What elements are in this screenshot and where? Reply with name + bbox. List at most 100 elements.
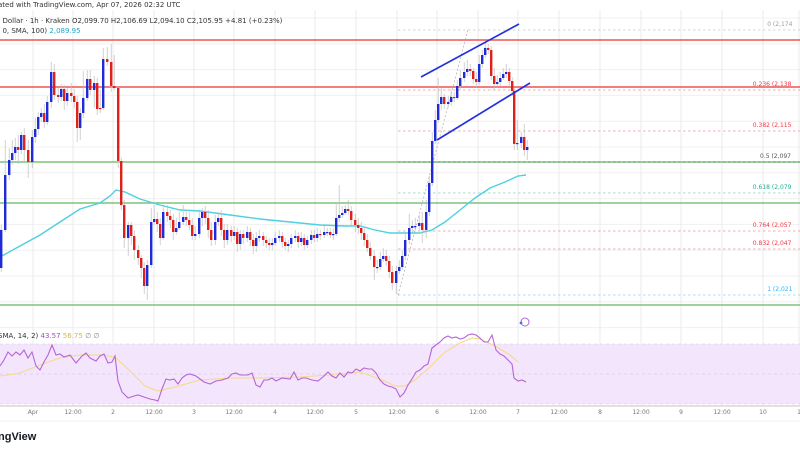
symbol-info: , Dollar · 1h · Kraken: [0, 17, 70, 25]
candle-body: [385, 256, 388, 261]
candle-body: [11, 153, 14, 160]
candle-body: [255, 238, 258, 246]
channel-trendlines[interactable]: [420, 23, 531, 141]
candle-body: [520, 137, 523, 143]
candle-body: [453, 97, 456, 99]
candle-body: [153, 219, 156, 222]
rsi-value: 43.57: [40, 332, 61, 340]
candle-body: [31, 137, 34, 162]
rsi-line: [0, 333, 527, 402]
candle-body: [502, 74, 505, 78]
ma-label: , 0, SMA, 100): [0, 27, 48, 35]
fib-retracement-levels: [397, 29, 800, 296]
x-tick-label: 1: [797, 409, 800, 416]
candle-body: [34, 129, 37, 137]
x-tick-label: 12:00: [388, 409, 406, 416]
candle-body: [50, 72, 53, 102]
event-marker-icon: [520, 317, 530, 327]
candle-body: [425, 212, 428, 230]
ohlc-change: +4.81 (+0.23%): [225, 17, 283, 25]
x-tick-label: 4: [273, 409, 277, 416]
candle-body: [79, 113, 82, 128]
candle-body: [268, 243, 271, 245]
candle-body: [414, 226, 417, 228]
candle-body: [120, 161, 123, 205]
candle-body: [198, 218, 201, 234]
candle-body: [459, 78, 462, 86]
tradingview-logo[interactable]: ngView: [0, 431, 37, 443]
candle-body: [43, 113, 46, 122]
fib-label: 0.236 (2,138: [752, 81, 792, 88]
candle-body: [93, 83, 96, 90]
candle-body: [53, 72, 56, 95]
rsi-ma-value: 56.75: [62, 332, 83, 340]
candle-body: [313, 235, 316, 238]
candle-body: [505, 72, 508, 74]
x-tick-label: Apr: [27, 409, 39, 416]
ma-value: 2,089.95: [49, 27, 81, 35]
candle-body: [110, 62, 113, 86]
x-tick-label: 12:00: [64, 409, 82, 416]
candle-body: [20, 135, 23, 150]
channel-line: [436, 82, 531, 141]
rsi-pane: [0, 333, 800, 405]
x-tick-label: 12:00: [713, 409, 731, 416]
candle-body: [290, 238, 293, 244]
candle-body: [513, 91, 516, 144]
rsi-ma-line: [0, 337, 519, 392]
candle-body: [332, 234, 335, 236]
candle-body: [335, 218, 338, 234]
candle-body: [484, 48, 487, 55]
candle-body: [117, 88, 120, 161]
candle-body: [123, 205, 126, 238]
candle-body: [137, 250, 140, 258]
candle-body: [207, 218, 210, 230]
candle-body: [8, 160, 11, 175]
x-tick-label: 5: [354, 409, 358, 416]
candle-body: [310, 235, 313, 240]
candle-body: [182, 217, 185, 222]
candle-body: [27, 150, 30, 162]
candle-body: [262, 236, 265, 240]
ohlc-open: O2,099.70: [71, 17, 109, 25]
candle-body: [366, 240, 369, 248]
candle-body: [162, 212, 165, 238]
candle-body: [191, 225, 194, 236]
candle-body: [223, 230, 226, 240]
candle-body: [127, 225, 130, 238]
candle-body: [201, 212, 204, 218]
candle-body: [37, 117, 40, 129]
ohlc-high: H2,106.69: [110, 17, 148, 25]
x-tick-label: 6: [435, 409, 439, 416]
fib-label: 1 (2,021: [767, 286, 793, 293]
symbol-legend: , Dollar · 1h · Kraken O2,099.70 H2,106.…: [0, 17, 282, 25]
candle-body: [4, 175, 7, 230]
candle-body: [475, 79, 478, 82]
candle-body: [395, 271, 398, 283]
candle-body: [23, 135, 26, 150]
candle-body: [274, 238, 277, 243]
candle-body: [60, 89, 63, 97]
candle-body: [391, 272, 394, 283]
candle-body: [526, 147, 529, 150]
candle-body: [350, 211, 353, 220]
candle-body: [443, 97, 446, 104]
candle-body: [106, 59, 109, 62]
candle-body: [249, 232, 252, 240]
candle-body: [178, 222, 181, 228]
candle-body: [226, 230, 229, 240]
candle-body: [166, 212, 169, 216]
candle-body: [398, 267, 401, 271]
candle-body: [373, 256, 376, 267]
candle-body: [469, 69, 472, 71]
candle-body: [287, 244, 290, 246]
candle-body: [379, 259, 382, 267]
candle-body: [86, 79, 89, 98]
candle-body: [496, 82, 499, 84]
candle-body: [246, 232, 249, 238]
rsi-extra-1: ∅: [85, 332, 92, 340]
candle-body: [172, 220, 175, 232]
candle-body: [300, 238, 303, 242]
fib-label: 0.832 (2,047: [752, 240, 792, 247]
